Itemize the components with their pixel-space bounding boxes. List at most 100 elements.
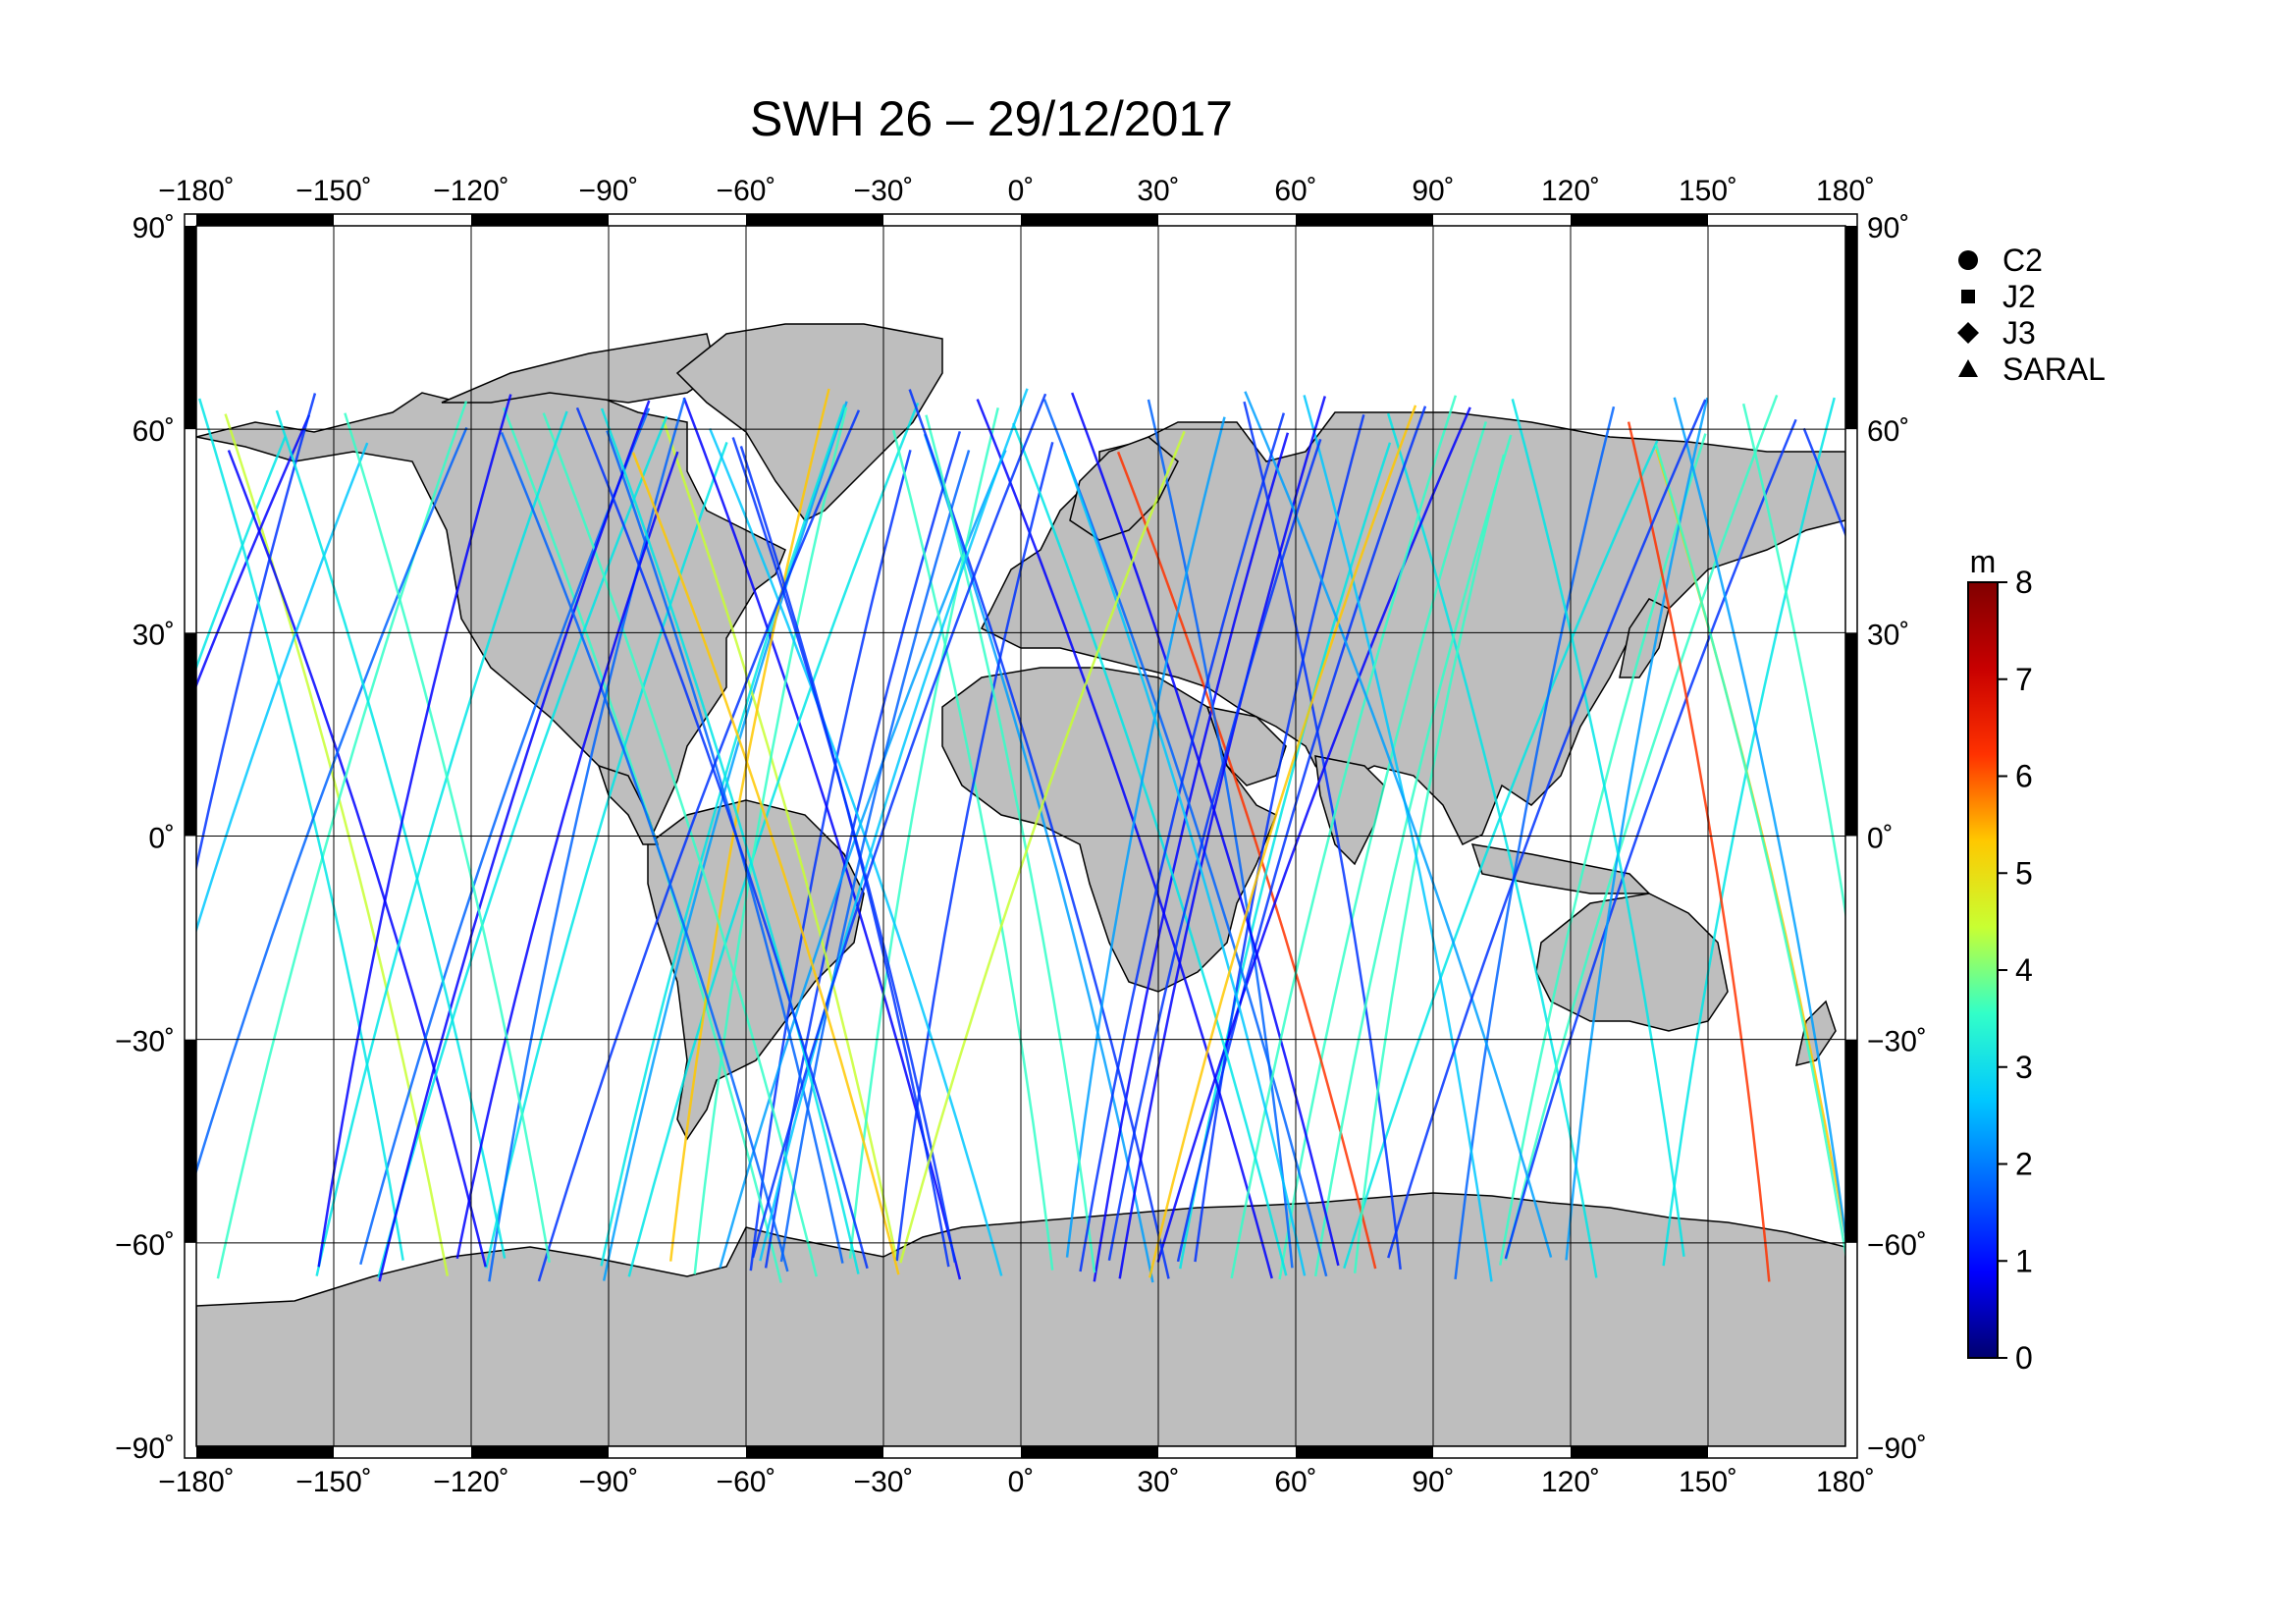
altimeter-track	[344, 412, 551, 1264]
lat-tick-label: 0˚	[148, 823, 175, 855]
altimeter-track	[455, 451, 679, 1260]
lon-tick-label: 90˚	[1412, 1466, 1454, 1498]
altimeter-track	[908, 389, 1170, 1279]
altimeter-track	[227, 450, 487, 1268]
map-frame	[184, 213, 1858, 1459]
colorbar-unit: m	[1970, 544, 1997, 579]
frame-bar-segment	[1021, 1446, 1158, 1458]
colorbar-tick-label: 2	[2015, 1147, 2033, 1182]
lat-tick-label: 90˚	[1867, 212, 1909, 244]
altimeter-track	[1741, 403, 1845, 920]
altimeter-track	[196, 393, 317, 873]
altimeter-track	[1303, 395, 1493, 1282]
frame-bar-segment	[1845, 1039, 1857, 1243]
altimeter-track	[1313, 434, 1513, 1277]
lon-tick-label: 150˚	[1679, 1466, 1737, 1498]
frame-bar-segment	[1021, 214, 1158, 226]
lon-tick-label: −150˚	[295, 175, 372, 207]
lon-tick-label: 90˚	[1412, 175, 1454, 207]
colorbar-tick-label: 7	[2015, 662, 2033, 697]
altimeter-track	[1093, 432, 1290, 1282]
altimeter-track	[317, 394, 512, 1268]
altimeter-track	[751, 393, 1047, 1259]
legend-label: SARAL	[2002, 352, 2106, 387]
altimeter-track	[196, 426, 468, 1175]
diamond-marker-icon	[1957, 322, 1979, 344]
africa-landmass	[941, 667, 1277, 993]
colorbar-tick-label: 8	[2015, 565, 2033, 600]
frame-bar-segment	[1571, 214, 1708, 226]
altimeter-track	[1065, 416, 1226, 1258]
altimeter-track	[542, 412, 818, 1277]
lon-tick-label: 120˚	[1541, 1466, 1600, 1498]
altimeter-track	[1511, 399, 1685, 1258]
lon-tick-label: 180˚	[1816, 175, 1875, 207]
lon-tick-label: 0˚	[1008, 175, 1035, 207]
lon-tick-label: −120˚	[433, 1466, 509, 1498]
frame-bar-segment	[1845, 632, 1857, 837]
swh-colorbar: m 0 1 2 3 4 5 6 7 8	[1967, 544, 2033, 1376]
frame-bar-segment	[1845, 226, 1857, 430]
altimeter-track	[631, 452, 900, 1275]
altimeter-track	[1386, 412, 1598, 1278]
altimeter-track	[485, 442, 728, 1269]
colorbar-tick-label: 3	[2015, 1050, 2033, 1085]
altimeter-track	[1176, 406, 1427, 1263]
altimeter-track	[895, 441, 1054, 1262]
altimeter-track	[848, 407, 999, 1259]
altimeter-track	[749, 450, 912, 1271]
altimeter-track	[377, 415, 668, 1278]
altimeter-track	[488, 398, 686, 1282]
greenland-landmass	[675, 323, 943, 521]
altimeter-track	[600, 404, 846, 1267]
frame-bar-segment	[1571, 1446, 1708, 1458]
map-title: SWH 26 – 29/12/2017	[750, 91, 1233, 146]
altimeter-track	[537, 409, 861, 1282]
altimeter-track	[739, 446, 950, 1268]
altimeter-track	[976, 399, 1273, 1279]
lat-tick-label: 60˚	[133, 415, 175, 448]
altimeter-track	[1148, 405, 1417, 1278]
altimeter-track	[196, 442, 369, 935]
frame-bar-segment	[1296, 214, 1433, 226]
lon-tick-label: −120˚	[433, 175, 509, 207]
lat-tick-label: −90˚	[115, 1433, 175, 1465]
altimeter-track	[693, 406, 848, 1275]
frame-bar-segment	[185, 1039, 196, 1243]
india-landmass	[1314, 755, 1385, 866]
lon-tick-label: −90˚	[579, 1466, 639, 1498]
lat-tick-label: −60˚	[1867, 1229, 1927, 1262]
altimeter-track	[1353, 454, 1506, 1273]
lon-tick-label: 120˚	[1541, 175, 1600, 207]
altimeter-track	[1107, 438, 1322, 1261]
lon-tick-label: −90˚	[579, 175, 639, 207]
altimeter-track	[668, 388, 830, 1262]
colorbar-tick-label: 6	[2015, 759, 2033, 794]
frame-bar-segment	[471, 1446, 609, 1458]
lon-tick-label: −60˚	[717, 1466, 776, 1498]
lon-tick-label: 60˚	[1274, 175, 1316, 207]
altimeter-track	[1504, 418, 1797, 1260]
lat-tick-label: 0˚	[1867, 823, 1894, 855]
south-america-landmass	[647, 799, 865, 1141]
colorbar-tick-label: 4	[2015, 952, 2033, 988]
lon-tick-label: −60˚	[717, 175, 776, 207]
lon-tick-label: −30˚	[854, 1466, 914, 1498]
altimeter-track	[1230, 395, 1458, 1279]
triangle-marker-icon	[1958, 359, 1978, 377]
lat-lon-grid	[196, 226, 1845, 1446]
lon-tick-label: −180˚	[158, 175, 235, 207]
altimeter-track	[275, 409, 507, 1259]
legend-label: J3	[2002, 315, 2036, 351]
lat-tick-label: −60˚	[115, 1229, 175, 1262]
colorbar-gradient	[1967, 581, 1999, 1359]
altimeter-track	[899, 430, 1186, 1264]
altimeter-track	[892, 429, 1054, 1271]
frame-bar-segment	[185, 632, 196, 837]
lon-tick-label: 0˚	[1008, 1466, 1035, 1498]
lon-tick-label: 180˚	[1816, 1466, 1875, 1498]
arabia-landmass	[1205, 706, 1287, 786]
lon-tick-label: 150˚	[1679, 175, 1737, 207]
altimeter-track	[575, 406, 869, 1270]
